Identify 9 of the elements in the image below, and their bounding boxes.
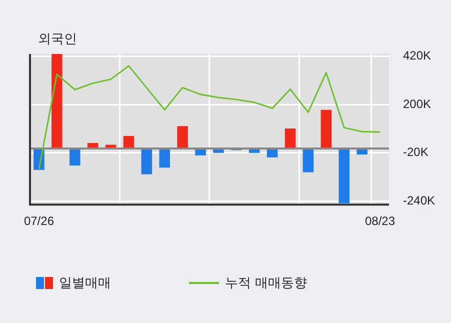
y-tick-label: -240K (402, 194, 436, 208)
y-tick-label: -20K (402, 145, 428, 160)
y-tick-label: 420K (402, 48, 432, 63)
x-tick-label: 07/26 (24, 214, 54, 228)
y-tick-label: 200K (402, 96, 432, 111)
legend-label: 누적 매매동향 (225, 275, 308, 292)
x-tick-label: 08/23 (364, 214, 396, 228)
chart-title: 외국인 (38, 31, 77, 48)
legend-label: 일별매매 (59, 275, 111, 292)
